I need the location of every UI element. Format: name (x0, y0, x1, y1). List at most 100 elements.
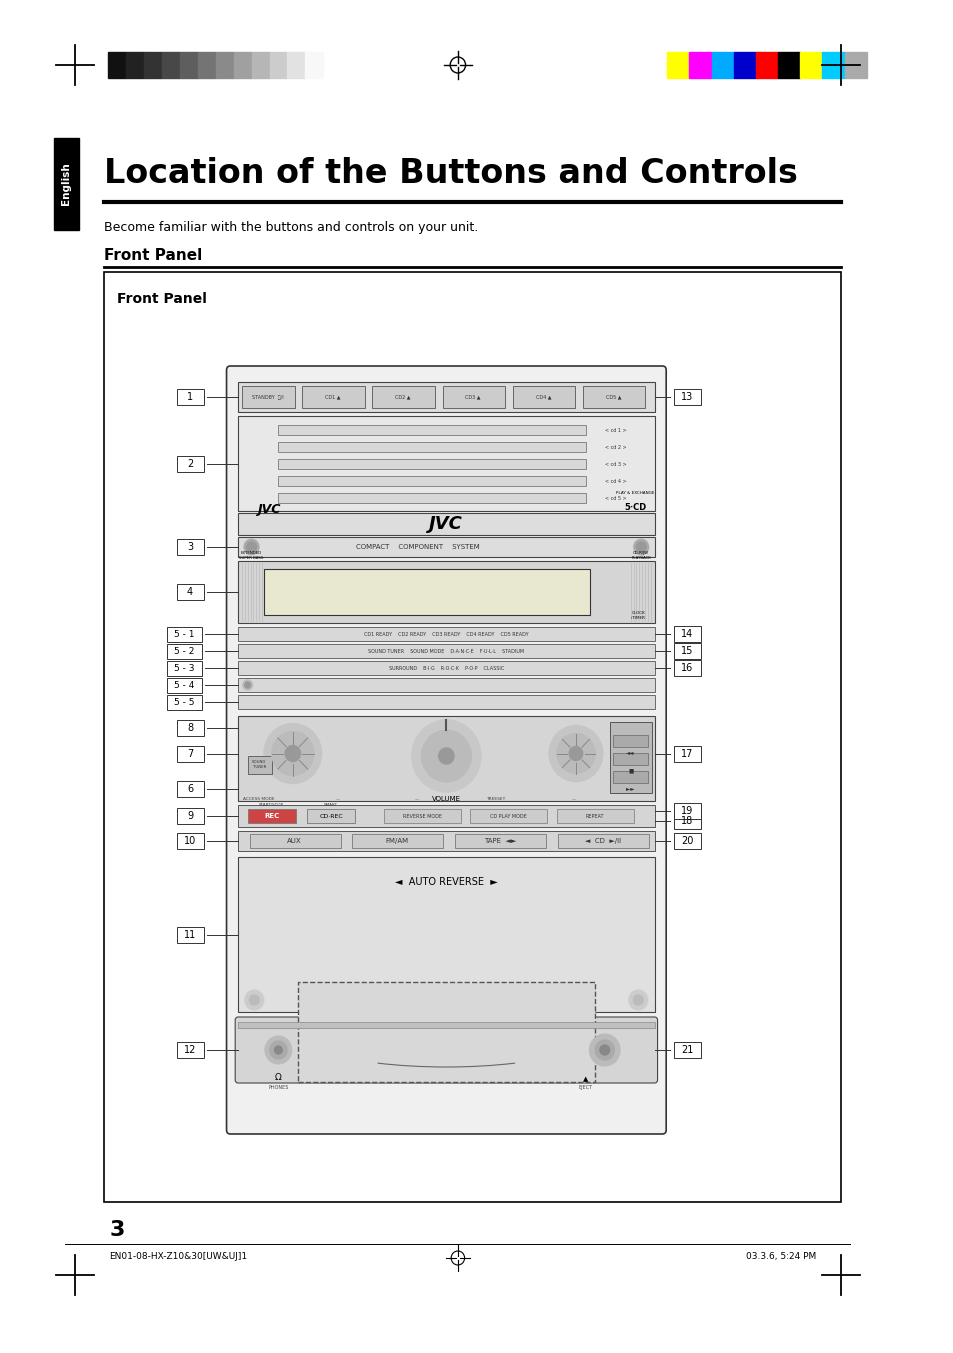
Circle shape (243, 681, 253, 690)
Text: STANDBY  ⏻/I: STANDBY ⏻/I (252, 395, 283, 399)
Text: < cd 1 >: < cd 1 > (604, 428, 626, 433)
Text: 21: 21 (680, 1045, 693, 1055)
Bar (278, 492, 585, 503)
Text: ◄  AUTO REVERSE  ►: ◄ AUTO REVERSE ► (395, 877, 497, 888)
Text: 5·CD: 5·CD (623, 503, 646, 511)
Text: English: English (61, 162, 71, 206)
Bar (238, 382, 654, 413)
Text: 14: 14 (680, 629, 693, 639)
Text: FM/AM: FM/AM (385, 838, 409, 844)
Text: 5 - 3: 5 - 3 (173, 663, 194, 672)
Bar (242, 386, 294, 409)
Bar (711, 51, 733, 78)
Bar (302, 386, 364, 409)
Text: ACCESS MODE: ACCESS MODE (243, 797, 274, 801)
Text: CD1 ▲: CD1 ▲ (325, 395, 340, 399)
Text: REVERSE MODE: REVERSE MODE (402, 813, 441, 819)
Bar (689, 51, 711, 78)
Bar (673, 1042, 700, 1058)
Bar (167, 678, 201, 693)
Text: 8: 8 (187, 723, 193, 733)
Bar (673, 660, 700, 676)
Bar (843, 51, 866, 78)
Bar (167, 644, 201, 659)
Bar (238, 716, 654, 801)
Bar (53, 138, 79, 230)
Text: ■: ■ (627, 769, 633, 774)
Circle shape (270, 1040, 287, 1059)
Text: CD-R/JW
PLAYBACK: CD-R/JW PLAYBACK (631, 552, 651, 560)
Text: ◄  CD  ►/II: ◄ CD ►/II (584, 838, 620, 844)
Text: VOLUME: VOLUME (432, 796, 460, 802)
Text: 7: 7 (187, 748, 193, 759)
Bar (307, 809, 355, 823)
Bar (252, 51, 269, 78)
Bar (372, 386, 435, 409)
Text: ▲: ▲ (582, 1076, 588, 1082)
Text: CD1 READY    CD2 READY    CD3 READY    CD4 READY    CD5 READY: CD1 READY CD2 READY CD3 READY CD4 READY … (364, 632, 528, 636)
Bar (176, 584, 203, 599)
Text: 6: 6 (187, 783, 193, 794)
Bar (442, 386, 504, 409)
Text: < cd 4 >: < cd 4 > (604, 479, 626, 483)
Text: CLOCK
/TIMER: CLOCK /TIMER (631, 612, 644, 620)
FancyBboxPatch shape (235, 1017, 657, 1082)
Text: EXTENDED
SUPER BASS: EXTENDED SUPER BASS (239, 552, 263, 560)
Text: Become familiar with the buttons and controls on your unit.: Become familiar with the buttons and con… (104, 221, 477, 234)
Text: AUX: AUX (287, 838, 302, 844)
Bar (673, 802, 700, 819)
Text: CD4 ▲: CD4 ▲ (535, 395, 551, 399)
Bar (176, 781, 203, 797)
Bar (800, 51, 821, 78)
Text: < cd 3 >: < cd 3 > (604, 461, 626, 467)
Text: JVC: JVC (429, 515, 463, 533)
FancyBboxPatch shape (226, 367, 665, 1134)
Text: ►►: ►► (625, 786, 635, 792)
Text: 13: 13 (680, 392, 693, 402)
Text: 9: 9 (187, 810, 193, 821)
Text: 2: 2 (187, 459, 193, 468)
Circle shape (244, 538, 259, 555)
Text: 3: 3 (187, 543, 193, 552)
Text: 03.3.6, 5:24 PM: 03.3.6, 5:24 PM (745, 1252, 815, 1261)
Bar (238, 662, 654, 675)
Bar (558, 833, 648, 848)
Bar (176, 390, 203, 405)
Bar (557, 809, 633, 823)
Bar (470, 809, 547, 823)
Text: 5 - 5: 5 - 5 (173, 698, 194, 706)
Circle shape (569, 747, 582, 760)
Bar (176, 456, 203, 471)
Text: 1: 1 (187, 392, 193, 402)
Bar (176, 720, 203, 736)
Text: SURROUND    B·I·G    R·O·C·K    P·O·P    CLASSIC: SURROUND B·I·G R·O·C·K P·O·P CLASSIC (388, 666, 503, 671)
Text: ◄◄: ◄◄ (626, 751, 635, 755)
Bar (673, 390, 700, 405)
Bar (238, 805, 654, 827)
Bar (609, 723, 651, 793)
Bar (143, 51, 161, 78)
Bar (297, 982, 595, 1082)
Text: COMPACT    COMPONENT    SYSTEM: COMPACT COMPONENT SYSTEM (355, 544, 479, 551)
Bar (278, 459, 585, 469)
Text: 16: 16 (680, 663, 693, 672)
Circle shape (247, 543, 256, 552)
Bar (238, 561, 654, 622)
Bar (176, 746, 203, 762)
Text: —: — (335, 797, 339, 801)
Circle shape (265, 1036, 292, 1063)
Bar (673, 643, 700, 659)
Circle shape (250, 994, 259, 1005)
Bar (248, 809, 295, 823)
Circle shape (628, 990, 647, 1009)
Text: Ω: Ω (274, 1073, 281, 1082)
Bar (613, 771, 647, 783)
Bar (278, 476, 585, 486)
Circle shape (633, 538, 648, 555)
Text: Front Panel: Front Panel (104, 248, 202, 262)
Bar (238, 1022, 654, 1028)
Bar (197, 51, 215, 78)
Circle shape (438, 748, 454, 764)
Text: EJECT: EJECT (578, 1085, 592, 1091)
Text: CD PLAY MODE: CD PLAY MODE (490, 813, 527, 819)
